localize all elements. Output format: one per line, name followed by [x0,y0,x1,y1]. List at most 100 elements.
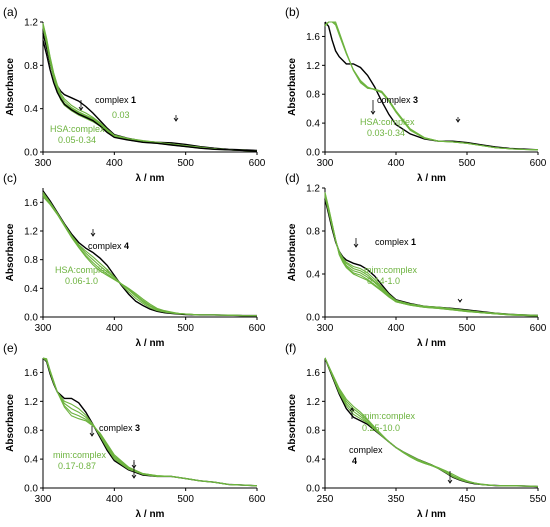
y-tick-label: 0.0 [24,484,38,495]
y-axis-label: Absorbance [287,223,298,281]
change-arrowhead [349,407,355,412]
panel-c: (c) 0.0 0.4 0.8 1.2 1.6 300 400 500 600 λ / nm Abso… [3,171,266,469]
annotation-complex-number: 3 [413,95,418,105]
x-axis-label: λ / nm [136,338,165,349]
panel-label: (b) [285,5,300,19]
panel-label: (d) [285,171,300,185]
series-line-black [324,198,539,317]
y-tick-label: 0.4 [24,455,38,466]
y-tick-label: 0.8 [306,90,320,101]
y-tick-label: 0.0 [24,148,38,159]
annotation: complex 1 [95,95,136,105]
x-tick-label: 550 [530,494,547,505]
series-line-green [42,193,257,317]
y-tick-label: 0.0 [306,148,320,159]
y-tick-label: 1.2 [24,227,38,238]
y-axis-label: Absorbance [5,394,16,452]
x-axis-label: λ / nm [417,509,446,520]
x-tick-label: 300 [35,158,52,169]
panel-label: (c) [3,171,17,185]
annotation: mim:complex [364,265,418,275]
x-tick-label: 500 [177,494,194,505]
series-line-green [324,195,539,316]
y-tick-label: 0.8 [306,227,320,238]
y-axis-label: Absorbance [5,223,16,281]
y-tick-label: 1.2 [24,397,38,408]
annotation-complex-number: 4 [124,241,129,251]
x-tick-label: 600 [249,323,266,334]
y-tick-label: 1.6 [24,198,38,209]
annotation: complex 3 [377,95,418,105]
change-arrowhead [173,117,179,122]
x-tick-label: 500 [459,323,476,334]
change-arrowhead [89,432,95,437]
series-line-black [324,357,539,488]
series-line-green [324,21,539,151]
panel-f: (f) 0.0 0.4 0.8 1.2 1.6 250 350 450 550 λ / nm Abso… [285,341,547,520]
panel-e: (e) 0.0 0.4 0.8 1.2 1.6 300 400 500 600 λ / nm Abso… [3,341,266,520]
series-line-green [324,21,539,151]
y-tick-label: 1.6 [24,368,38,379]
y-tick-label: 0.8 [24,255,38,266]
y-tick-label: 0.8 [24,426,38,437]
series-line-black [324,21,539,151]
series-line-green [324,357,539,488]
series-line-green [324,192,539,317]
series-line-black [42,40,258,152]
series-line-black [42,190,257,317]
x-tick-label: 500 [177,158,194,169]
series-line-green [324,357,539,488]
x-tick-label: 500 [177,323,194,334]
panel-label: (e) [3,341,18,355]
change-arrowhead [370,110,376,115]
x-tick-label: 300 [317,158,334,169]
y-tick-label: 0.4 [24,284,38,295]
y-tick-label: 1.2 [24,18,38,29]
y-tick-label: 1.6 [306,368,320,379]
series-line-green [42,194,257,317]
y-tick-label: 0.8 [24,61,38,72]
annotation: 0.05-0.34 [58,135,96,145]
x-tick-label: 250 [317,494,334,505]
change-arrowhead [131,474,137,479]
y-tick-label: 0.4 [306,270,320,281]
y-tick-label: 0.0 [306,313,320,324]
annotation-complex-number: 3 [135,423,140,433]
series-line-green [324,194,539,317]
x-tick-label: 400 [106,158,123,169]
y-tick-label: 0.4 [24,104,38,115]
annotation: 0.17-0.87 [58,461,96,471]
series-line-green [42,196,257,317]
x-tick-label: 600 [530,323,547,334]
annotation: 0.03-0.34 [367,128,405,138]
y-tick-label: 1.2 [306,397,320,408]
y-axis-label: Absorbance [5,58,16,116]
annotation: HSA:complex [55,265,110,275]
x-tick-label: 300 [35,494,52,505]
annotation: 0.25-10.0 [362,423,400,433]
change-arrowhead [457,298,463,303]
x-tick-label: 450 [459,494,476,505]
change-arrowhead [78,106,84,111]
annotation-complex-number: 1 [411,237,416,247]
annotation: HSA:complex [360,117,415,127]
y-tick-label: 1.2 [306,184,320,195]
annotation: 0.06-1.0 [65,276,98,286]
annotation: complex 3 [99,423,140,433]
y-axis-label: Absorbance [287,58,298,116]
y-tick-label: 1.6 [306,32,320,43]
y-tick-label: 0.0 [24,313,38,324]
x-tick-label: 600 [530,158,547,169]
panel-b: (b) 0.0 0.4 0.8 1.2 1.6 300 400 500 600 λ / nm Abso… [285,5,547,184]
annotation: mim:complex [53,450,107,460]
change-arrowhead [447,479,453,484]
y-tick-label: 0.8 [306,426,320,437]
annotation: HSA:complex [50,124,105,134]
x-tick-label: 400 [106,494,123,505]
series-line-green [324,21,539,151]
x-axis-label: λ / nm [136,173,165,184]
change-arrowhead [455,118,461,123]
series-line-green [324,357,539,488]
series-line-green [42,191,257,317]
